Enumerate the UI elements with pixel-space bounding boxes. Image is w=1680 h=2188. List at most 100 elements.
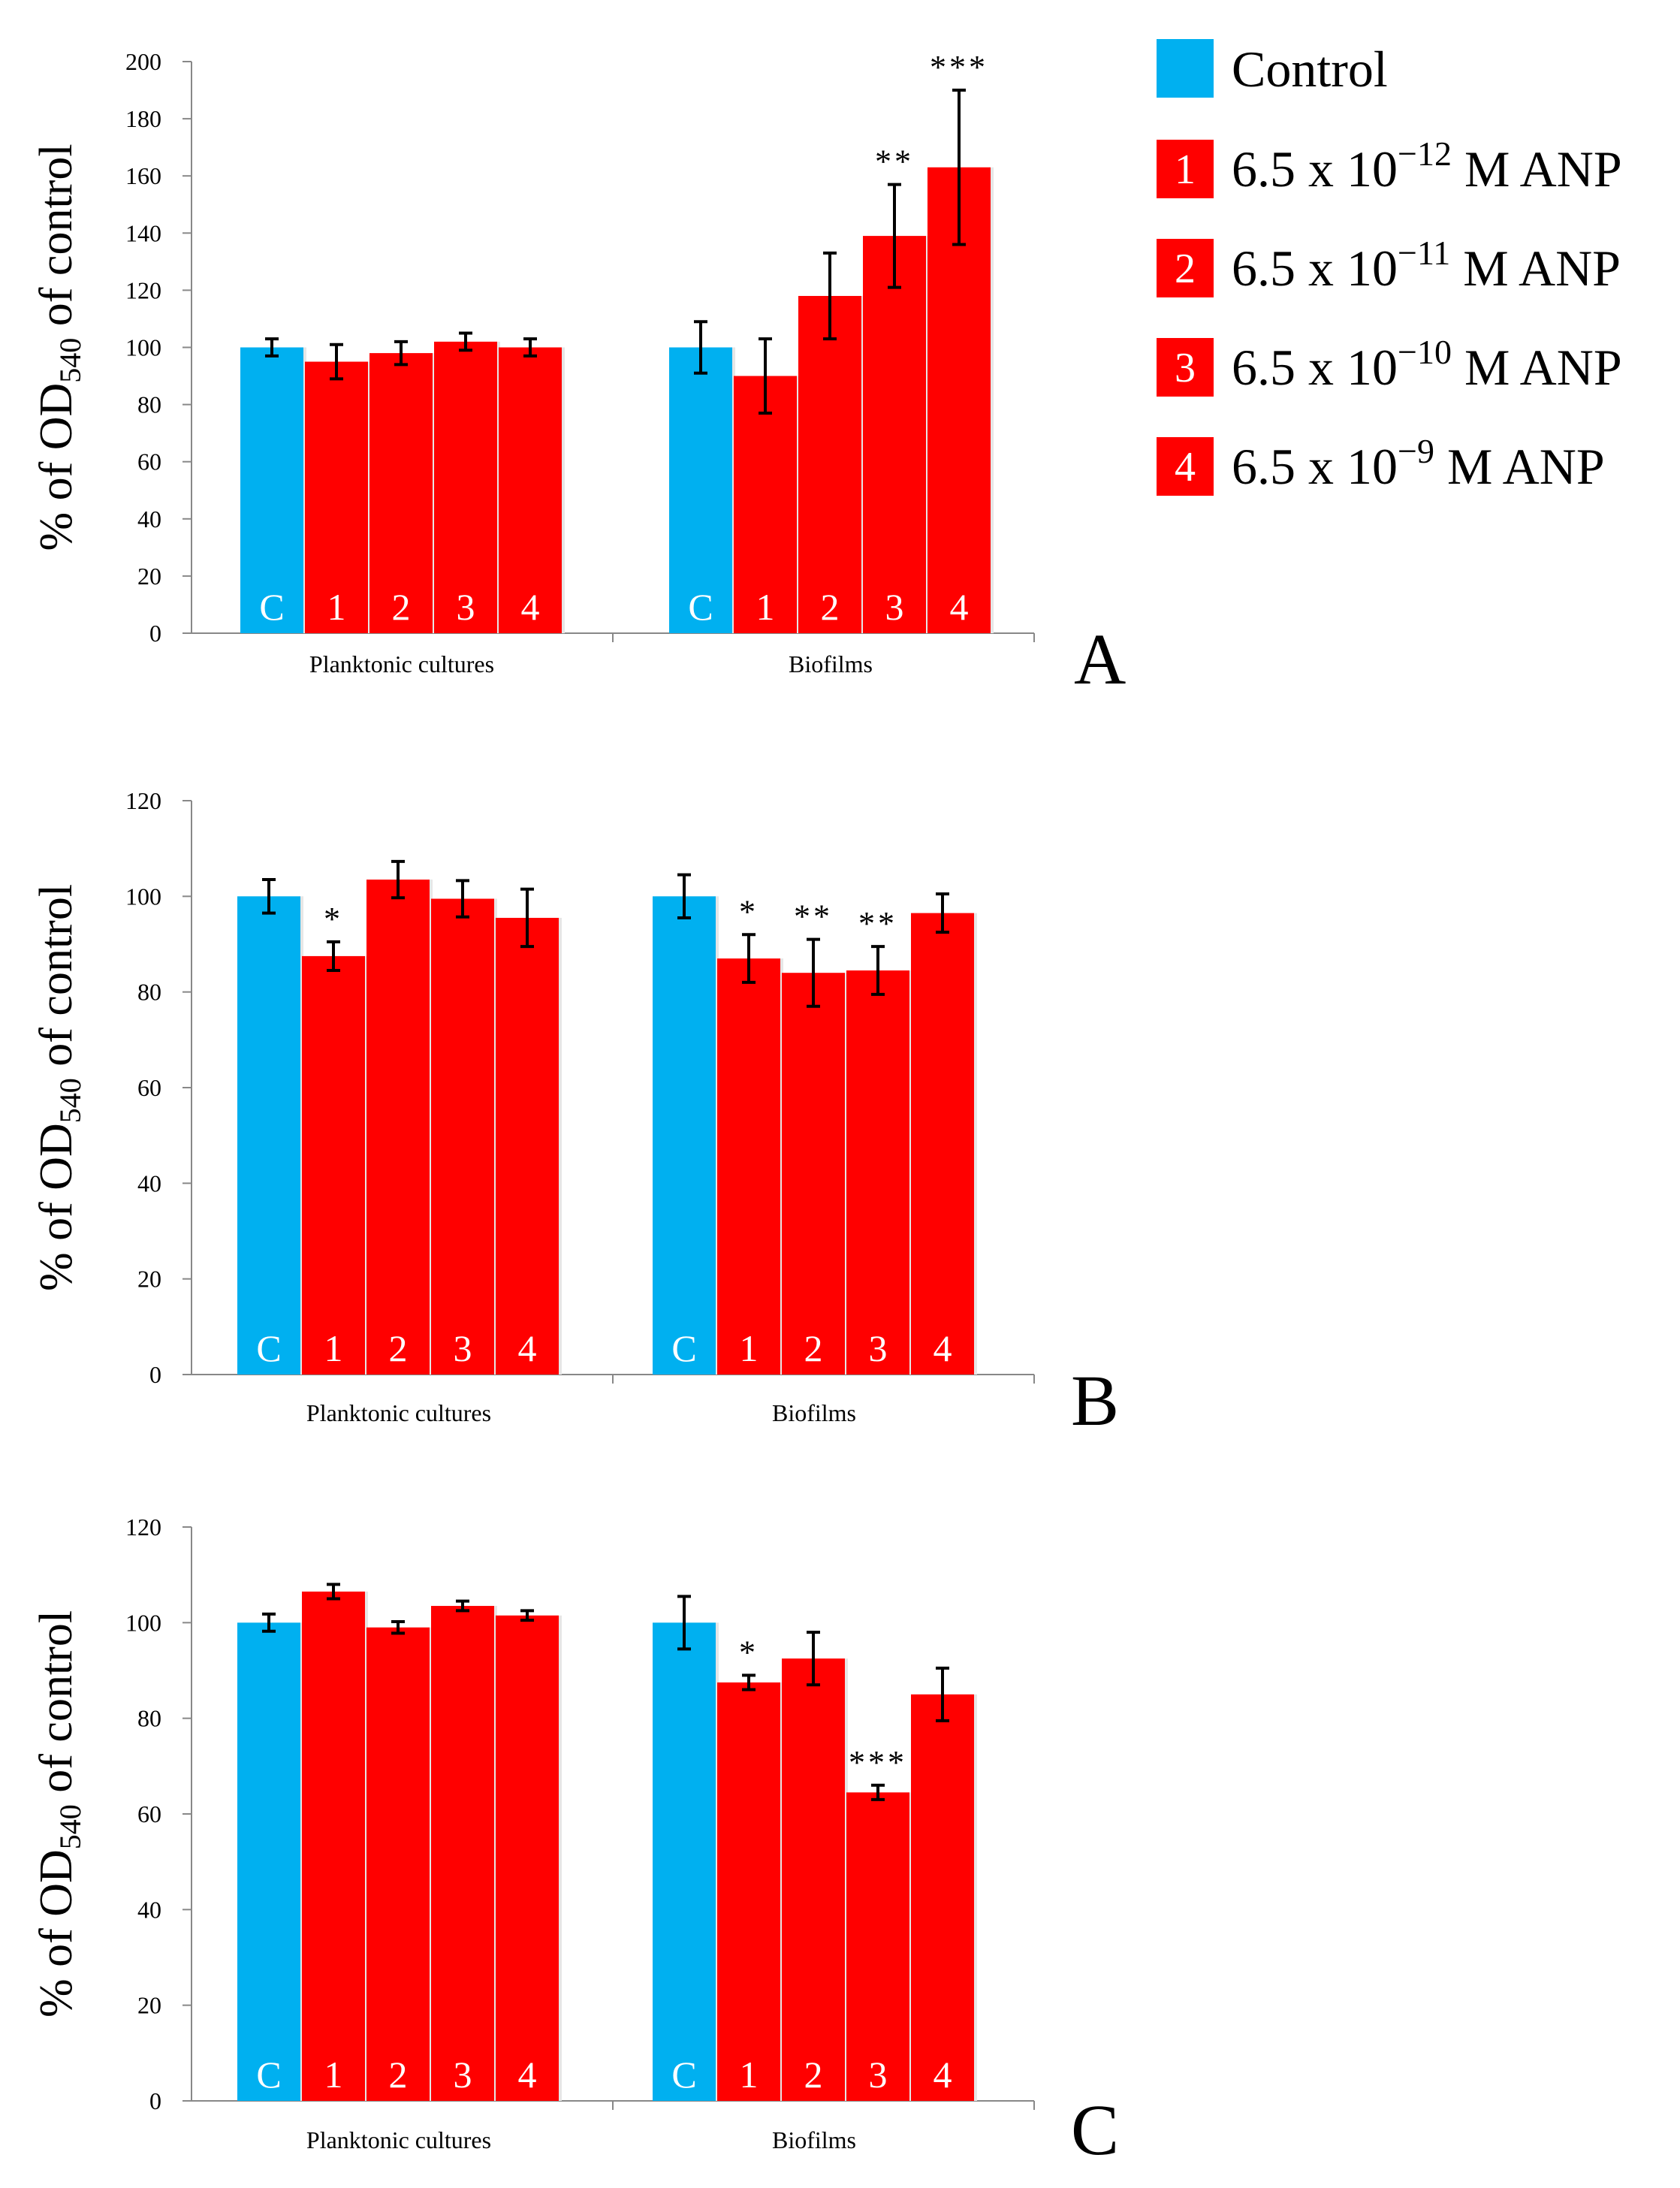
legend-item-3: 3 6.5 x 10−10 M ANP	[1157, 333, 1622, 397]
legend-label: 6.5 x 10−12 M ANP	[1232, 134, 1622, 198]
bar	[237, 1622, 300, 2101]
y-tick-label: 180	[125, 105, 161, 132]
legend-label-base: 6.5 x 10	[1232, 140, 1398, 198]
significance-marker: *	[739, 1634, 759, 1670]
y-tick-label: 120	[125, 787, 161, 814]
bar-label: 3	[454, 1327, 472, 1369]
chart-panel-C: 0 20 40 60 80 100 120 % of OD540 of control C C 1 2…	[31, 1513, 1119, 2170]
bar	[863, 236, 926, 634]
legend: Control 1 6.5 x 10−12 M ANP 2 6.5 x 10−1…	[1157, 39, 1622, 496]
bar-label: 3	[457, 586, 475, 628]
bar-label: 4	[518, 2054, 537, 2096]
legend-label-control: Control	[1232, 41, 1388, 98]
bar	[434, 341, 497, 633]
legend-label-base: 6.5 x 10	[1232, 339, 1398, 396]
y-axis-label: % of OD540 of control	[31, 884, 87, 1291]
y-tick-label: 120	[125, 276, 161, 303]
y-axis-label-prefix: % of OD	[31, 1123, 82, 1291]
chart-panel-B: 0 20 40 60 80 100 120 % of OD540 of control B C 1 *…	[31, 787, 1119, 1441]
legend-swatch-3	[1157, 338, 1214, 397]
category-label: Planktonic cultures	[309, 650, 494, 678]
bar	[369, 353, 433, 633]
bar-group-biofilms: C 1 2 3 ** 4 *** Biofilms	[669, 49, 994, 678]
bar-label: 3	[454, 2054, 472, 2096]
bar	[366, 1627, 430, 2101]
legend-label-exponent: −9	[1398, 432, 1434, 470]
legend-swatch-number: 4	[1175, 444, 1196, 490]
category-label: Planktonic cultures	[306, 2126, 491, 2153]
panel-letter: A	[1074, 619, 1126, 699]
bar-label: C	[688, 586, 713, 628]
y-tick-label: 100	[125, 883, 161, 910]
y-tick-label: 0	[149, 620, 161, 647]
bar	[911, 1694, 974, 2101]
legend-swatch-2	[1157, 239, 1214, 297]
y-tick-label: 160	[125, 162, 161, 189]
y-tick-label: 0	[149, 1361, 161, 1388]
bar-label: 1	[756, 586, 775, 628]
y-axis-label: % of OD540 of control	[31, 143, 87, 551]
bar	[734, 376, 797, 633]
y-tick-label: 120	[125, 1513, 161, 1541]
bar	[717, 1682, 780, 2101]
y-tick-label: 60	[137, 1074, 161, 1101]
legend-item-1: 1 6.5 x 10−12 M ANP	[1157, 134, 1622, 198]
y-tick-label: 20	[137, 563, 161, 590]
legend-swatch-4	[1157, 437, 1214, 496]
legend-label: 6.5 x 10−11 M ANP	[1232, 234, 1621, 297]
legend-item-4: 4 6.5 x 10−9 M ANP	[1157, 432, 1605, 496]
y-axis-label: % of OD540 of control	[31, 1610, 87, 2017]
y-axis-label-suffix: of control	[31, 884, 82, 1078]
y-tick-label: 80	[137, 1705, 161, 1732]
bar	[366, 880, 430, 1375]
y-tick-label: 100	[125, 334, 161, 361]
significance-marker: ***	[930, 49, 988, 86]
y-axis-label-suffix: of control	[31, 143, 82, 337]
legend-label-suffix: M ANP	[1452, 140, 1622, 198]
bar	[911, 913, 974, 1375]
bar	[240, 347, 303, 633]
y-tick-label: 200	[125, 48, 161, 75]
significance-marker: *	[739, 893, 759, 930]
bar	[431, 898, 494, 1375]
y-tick-label: 40	[137, 506, 161, 533]
bar	[302, 1591, 365, 2101]
legend-swatch-number: 2	[1175, 246, 1196, 292]
bar	[237, 896, 300, 1375]
bar-label: 1	[740, 2054, 759, 2096]
category-label: Biofilms	[772, 1399, 856, 1426]
y-tick-label: 140	[125, 219, 161, 246]
bar-label: 1	[740, 1327, 759, 1369]
bar	[499, 347, 562, 633]
bar-label: C	[256, 1327, 281, 1369]
y-tick-label: 20	[137, 1266, 161, 1293]
bar-group-planktonic: C 1 2 3 4 Planktonic cultures	[240, 331, 565, 678]
bar-label: 4	[934, 2054, 952, 2096]
y-axis-label-subscript: 540	[53, 338, 87, 383]
bar-group-planktonic: C 1 2 3 4 Planktonic cultures	[237, 1583, 562, 2153]
bar-label: 2	[821, 586, 840, 628]
bar	[669, 347, 732, 633]
category-label: Planktonic cultures	[306, 1399, 491, 1426]
legend-swatch-number: 1	[1175, 146, 1196, 193]
bar-label: 3	[885, 586, 904, 628]
legend-swatch-1	[1157, 140, 1214, 198]
category-label: Biofilms	[772, 2126, 856, 2153]
y-axis-label-subscript: 540	[53, 1804, 87, 1849]
bar-label: 3	[869, 1327, 888, 1369]
bar-label: 1	[324, 2054, 343, 2096]
bar	[305, 361, 368, 633]
significance-marker: *	[324, 901, 343, 937]
bar-label: C	[256, 2054, 281, 2096]
bar-label: 4	[934, 1327, 952, 1369]
y-tick-label: 60	[137, 448, 161, 475]
panel-letter: B	[1071, 1360, 1119, 1441]
bar	[846, 1792, 909, 2101]
bar-label: 2	[804, 2054, 823, 2096]
significance-marker: ***	[849, 1744, 907, 1781]
legend-label-base: 6.5 x 10	[1232, 240, 1398, 297]
legend-swatch-control	[1157, 39, 1214, 98]
chart-panel-A: 0 20 40 60 80 100 120 140 160 180 200 % of OD540 of…	[31, 48, 1126, 699]
legend-swatch-number: 3	[1175, 345, 1196, 391]
legend-label-suffix: M ANP	[1450, 240, 1621, 297]
